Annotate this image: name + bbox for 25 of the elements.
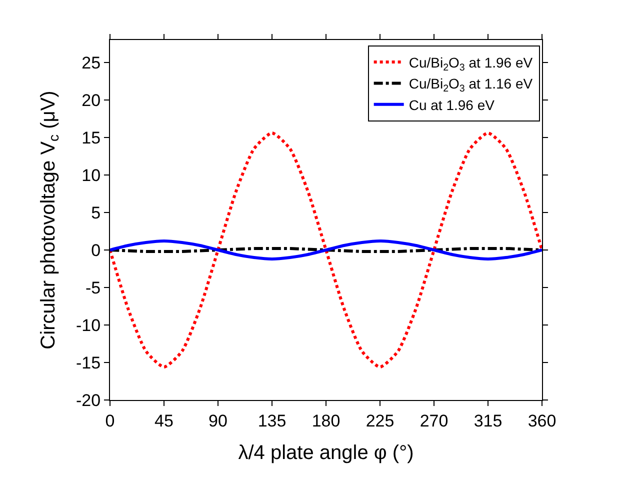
- y-tick-label: 10: [82, 166, 101, 185]
- line-series: [110, 132, 542, 368]
- x-tick-label: 180: [312, 411, 340, 430]
- y-tick-label: 0: [91, 240, 101, 260]
- y-tick-label: -10: [76, 316, 101, 335]
- line-series: [110, 240, 542, 260]
- legend-label: Cu/Bi$_{2}$O$_{3}$ at 1.16 eV: [408, 76, 534, 95]
- x-tick-label: 360: [528, 411, 556, 430]
- y-tick-label: 20: [82, 90, 101, 110]
- y-tick-label: -15: [76, 353, 101, 372]
- y-tick-label: 25: [82, 53, 101, 72]
- y-tick-label: 5: [91, 203, 101, 222]
- x-tick-label: 0: [105, 411, 115, 430]
- y-tick-label: -5: [85, 278, 101, 298]
- x-tick-label: 270: [420, 411, 448, 430]
- legend-label: Cu at 1.96 eV: [408, 96, 496, 113]
- x-tick-label: 225: [366, 411, 394, 430]
- x-axis-title: λ/4 plate angle φ (°): [238, 442, 414, 464]
- y-tick-label: 15: [82, 128, 101, 148]
- x-tick-label: 315: [474, 411, 502, 430]
- x-tick-label: 45: [154, 411, 174, 430]
- x-tick-label: 90: [208, 411, 228, 430]
- x-tick-label: 135: [258, 411, 286, 430]
- legend-label: Cu/Bi$_{2}$O$_{3}$ at 1.96 eV: [408, 54, 534, 74]
- y-tick-label: -20: [76, 390, 101, 410]
